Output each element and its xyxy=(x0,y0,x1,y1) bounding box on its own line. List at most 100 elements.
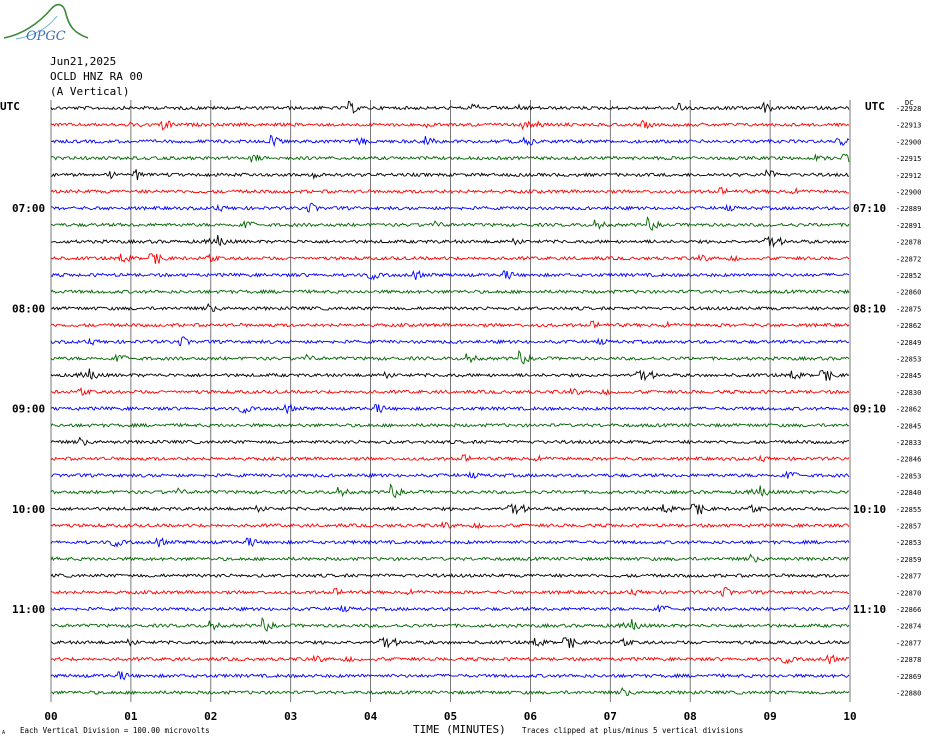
x-tick-label: 02 xyxy=(204,710,217,723)
dc-offset-label: -22877 xyxy=(896,573,921,581)
x-tick-label: 08 xyxy=(684,710,697,723)
left-hour-labels: 07:00 08:00 09:00 10:00 11:00 xyxy=(12,202,45,616)
dc-offset-label: -22862 xyxy=(896,322,921,330)
dc-offset-label: -22853 xyxy=(896,356,921,364)
seismic-trace xyxy=(50,168,849,181)
component-label: (A Vertical) xyxy=(50,85,129,98)
dc-offset-label: -22860 xyxy=(896,289,921,297)
left-hour-label: 09:00 xyxy=(12,403,45,416)
dc-offset-label: -22915 xyxy=(896,155,921,163)
dc-offset-label: -22900 xyxy=(896,138,921,146)
dc-offset-label: -22833 xyxy=(896,439,921,447)
station-name: OCLD HNZ RA 00 xyxy=(50,70,143,83)
seismic-traces xyxy=(50,100,850,697)
dc-offset-label: -22830 xyxy=(896,389,921,397)
seismic-trace xyxy=(50,153,850,163)
right-utc-label: UTC xyxy=(865,100,885,113)
x-axis-label: TIME (MINUTES) xyxy=(413,723,506,736)
seismic-trace xyxy=(50,553,850,563)
seismic-trace xyxy=(50,422,850,429)
clip-note: Traces clipped at plus/minus 5 vertical … xyxy=(522,726,743,735)
logo-swoosh-icon xyxy=(3,3,89,39)
left-hour-label: 10:00 xyxy=(12,503,45,516)
seismic-trace xyxy=(50,436,850,446)
seismic-trace xyxy=(50,186,850,196)
seismic-trace xyxy=(50,288,850,295)
dc-label: DC xyxy=(905,99,913,107)
dc-offset-label: -22862 xyxy=(896,406,921,414)
dc-offset-label: -22852 xyxy=(896,272,921,280)
x-tick-label: 10 xyxy=(843,710,856,723)
dc-offset-label: -22874 xyxy=(896,623,921,631)
x-tick-label: 01 xyxy=(124,710,138,723)
scale-note: Each Vertical Division = 100.00 microvol… xyxy=(20,726,210,735)
dc-offset-label: -22853 xyxy=(896,472,921,480)
x-tick-label: 06 xyxy=(524,710,538,723)
dc-offset-label: -22891 xyxy=(896,222,921,230)
dc-offset-label: -22913 xyxy=(896,122,921,130)
corner-mark: A xyxy=(2,730,5,736)
logo-text: OPGC xyxy=(26,29,66,44)
seismic-trace xyxy=(50,234,850,248)
dc-offset-label: -22857 xyxy=(896,523,921,531)
seismic-trace xyxy=(50,134,850,148)
x-tick-labels: 00 01 02 03 04 05 06 07 08 09 10 xyxy=(44,710,856,723)
dc-offset-label: -22840 xyxy=(896,489,921,497)
dc-offset-label: -22853 xyxy=(896,539,921,547)
seismic-trace xyxy=(50,483,850,499)
dc-offset-label: -22849 xyxy=(896,339,921,347)
seismic-trace xyxy=(50,253,850,264)
plot-date: Jun21,2025 xyxy=(50,55,116,68)
right-hour-label: 10:10 xyxy=(853,503,886,516)
seismic-trace xyxy=(50,119,850,131)
x-tick-label: 03 xyxy=(284,710,297,723)
dc-offset-label: -22928 xyxy=(896,105,921,113)
seismic-trace xyxy=(50,202,850,213)
dc-offset-label: -22875 xyxy=(896,305,921,313)
seismic-trace xyxy=(50,636,850,649)
dc-offset-label: -22855 xyxy=(896,506,921,514)
seismic-trace xyxy=(50,100,850,114)
right-hour-label: 07:10 xyxy=(853,202,886,215)
dc-offset-label: -22889 xyxy=(896,205,921,213)
dc-offset-label: -22846 xyxy=(896,456,921,464)
seismic-trace xyxy=(51,302,850,313)
seismic-trace xyxy=(50,216,850,232)
x-tick-label: 09 xyxy=(763,710,776,723)
dc-offset-label: -22900 xyxy=(896,189,921,197)
minute-gridlines xyxy=(50,100,851,702)
seismic-trace xyxy=(50,320,850,329)
x-tick-label: 07 xyxy=(604,710,617,723)
left-hour-label: 07:00 xyxy=(12,202,45,215)
right-hour-label: 08:10 xyxy=(853,302,886,315)
x-tick-label: 04 xyxy=(364,710,378,723)
seismic-trace xyxy=(50,368,850,382)
right-hour-labels: 07:10 08:10 09:10 10:10 11:10 xyxy=(853,202,886,616)
seismic-trace xyxy=(50,687,850,697)
seismic-trace xyxy=(50,671,850,681)
opgc-logo: OPGC xyxy=(3,3,89,44)
seismic-trace xyxy=(50,403,850,415)
seismic-trace xyxy=(50,537,850,548)
seismic-trace xyxy=(50,572,850,579)
right-hour-label: 11:10 xyxy=(853,603,886,616)
left-hour-label: 11:00 xyxy=(12,603,45,616)
seismic-trace xyxy=(50,470,850,479)
dc-offset-label: -22866 xyxy=(896,606,921,614)
dc-offset-label: -22845 xyxy=(896,422,921,430)
seismic-trace xyxy=(50,349,850,365)
seismic-trace xyxy=(50,586,850,597)
dc-offset-label: -22869 xyxy=(896,673,921,681)
left-hour-label: 08:00 xyxy=(12,302,45,315)
dc-offset-label: -22872 xyxy=(896,255,921,263)
dc-offset-label: -22877 xyxy=(896,639,921,647)
dc-offset-label: -22870 xyxy=(896,589,921,597)
dc-offset-label: -22880 xyxy=(896,690,921,698)
right-hour-label: 09:10 xyxy=(853,403,886,416)
seismic-trace xyxy=(50,616,850,632)
x-tick-label: 00 xyxy=(44,710,57,723)
seismic-trace xyxy=(50,520,850,530)
seismic-trace xyxy=(50,453,850,463)
x-tick-label: 05 xyxy=(444,710,457,723)
